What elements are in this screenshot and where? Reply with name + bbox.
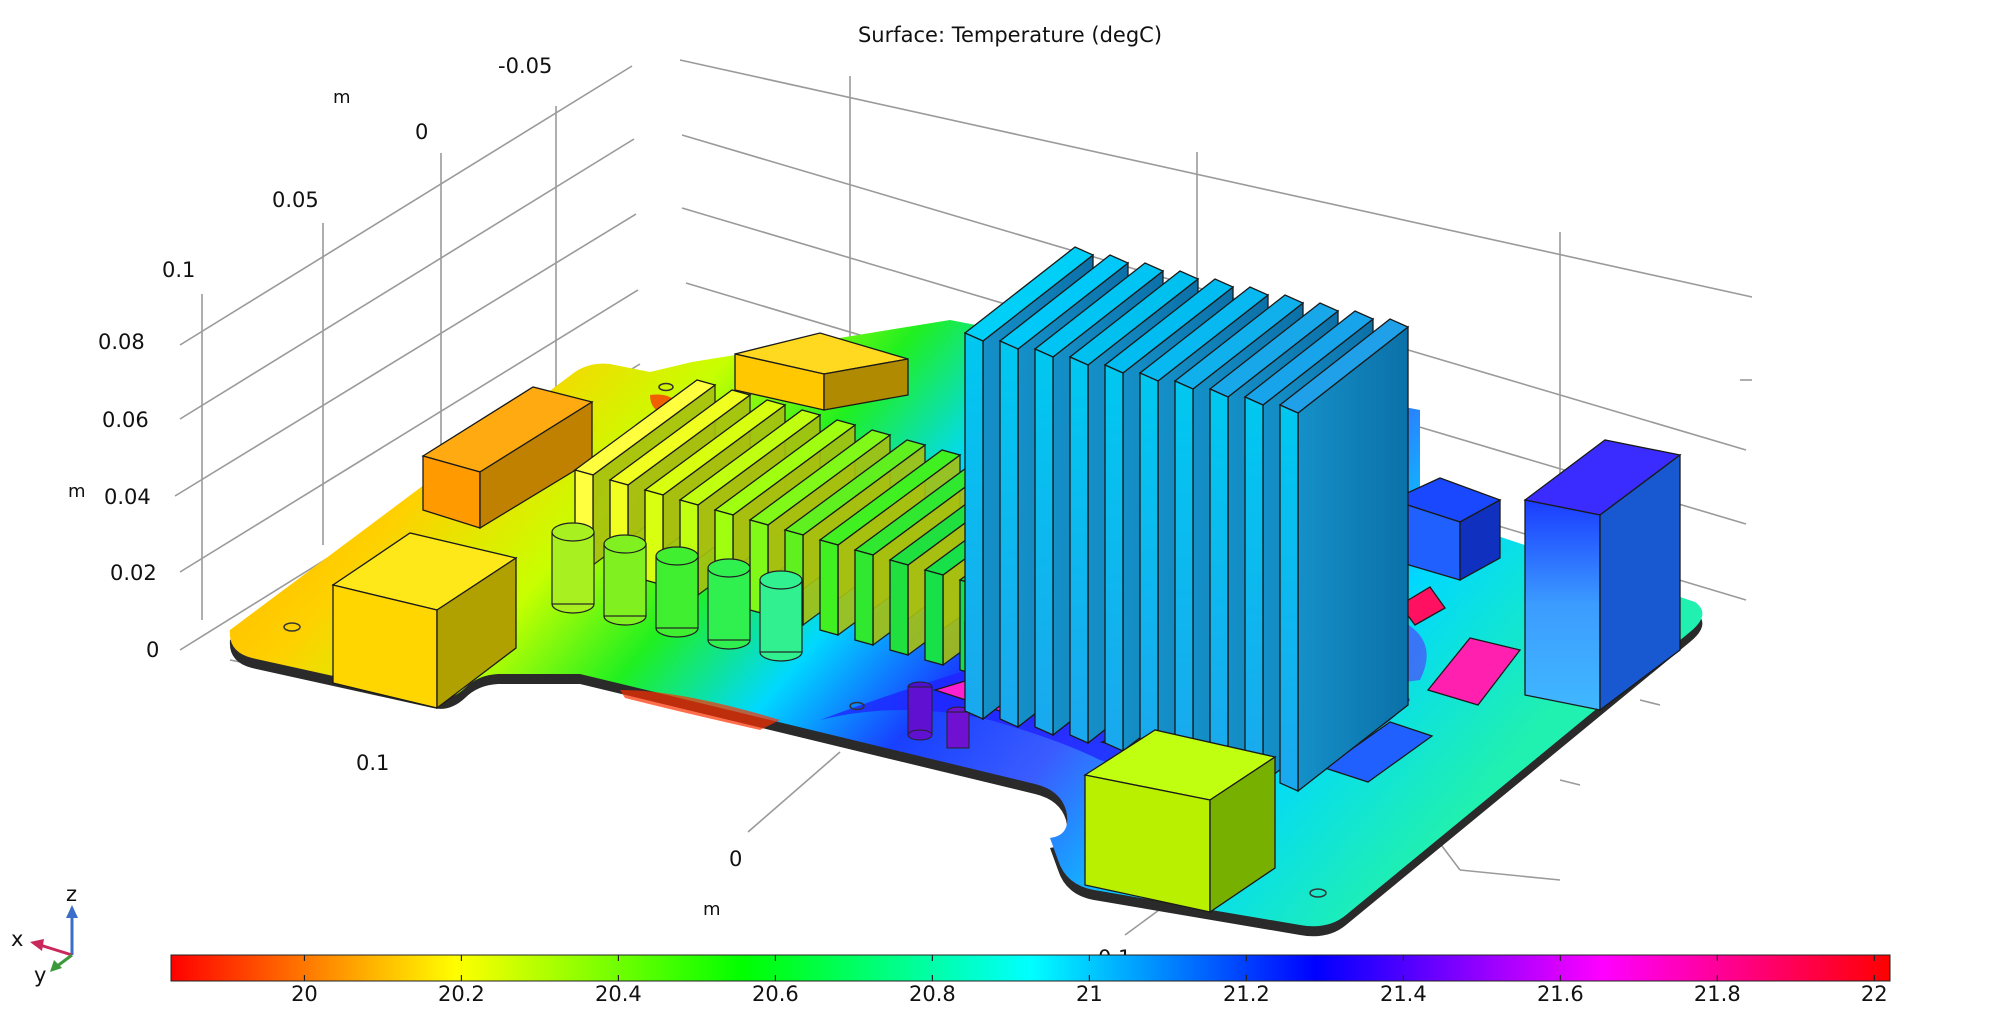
colorbar: 20 20.2 20.4 20.6 20.8 21 21.2 21.4 21.6 21.8 22: [170, 954, 1891, 1006]
colorbar-tick-label: 20: [291, 982, 318, 1006]
colorbar-tick-label: 20.2: [438, 982, 485, 1006]
orange-block: [421, 386, 594, 530]
capacitor: [655, 546, 699, 566]
triad-x-label: x: [11, 927, 23, 951]
z-tick: 0: [146, 638, 159, 662]
mounting-hole: [1309, 888, 1327, 898]
colorbar-tick-label: 21.2: [1223, 982, 1270, 1006]
heat-sink-fin: [924, 569, 944, 666]
heat-sink-fin: [999, 339, 1019, 729]
tall-blue-block: [1523, 439, 1682, 712]
colorbar-tick-label: 21: [1076, 982, 1103, 1006]
heat-sink-fin: [964, 331, 984, 721]
z-axis-unit: m: [68, 481, 86, 502]
z-tick: 0.06: [102, 408, 149, 432]
colorbar-ticks: 20 20.2 20.4 20.6 20.8 21 21.2 21.4 21.6 21.8 22: [291, 955, 1888, 1006]
capacitor: [707, 567, 751, 641]
y-tick: 0: [415, 120, 428, 144]
colorbar-gradient: [170, 954, 1891, 982]
yellow-block-back: [734, 332, 909, 411]
capacitor: [759, 579, 803, 653]
z-tick: 0.04: [104, 485, 151, 509]
z-tick: 0.02: [110, 561, 157, 585]
triad-z-label: z: [66, 882, 77, 906]
mounting-hole: [658, 382, 674, 392]
colorbar-tick-label: 22: [1861, 982, 1888, 1006]
capacitor: [603, 543, 647, 617]
x-tick: 0.1: [356, 751, 389, 775]
mounting-hole: [849, 701, 865, 711]
colorbar-tick-label: 20.8: [909, 982, 956, 1006]
heat-sink-fin: [1069, 355, 1089, 745]
yellow-block: [331, 532, 518, 710]
mounting-hole: [283, 622, 301, 632]
capacitor: [603, 534, 647, 554]
x-axis-unit: m: [703, 899, 721, 920]
heat-sink-fin: [1034, 347, 1054, 737]
y-axis-unit: m: [333, 87, 351, 108]
heat-sink-fin: [1174, 379, 1194, 769]
capacitor: [551, 531, 595, 605]
large-heat-sink: [963, 246, 1410, 793]
capacitor: [707, 558, 751, 578]
capacitor: [655, 555, 699, 629]
y-tick: 0.1: [162, 258, 195, 282]
axis-triad: z x y: [11, 882, 78, 987]
colorbar-tick-label: 21.4: [1380, 982, 1427, 1006]
heat-sink-fin: [1104, 363, 1124, 753]
blue-block: [1390, 477, 1502, 582]
heat-sink-fin: [819, 539, 839, 636]
capacitor: [759, 570, 803, 590]
plot-title: Surface: Temperature (degC): [858, 23, 1162, 47]
heat-sink-fin: [1279, 403, 1299, 793]
heat-sink-fin: [1139, 371, 1159, 761]
heat-sink-fin: [889, 559, 909, 656]
y-tick: 0.05: [272, 188, 319, 212]
colorbar-tick-label: 21.8: [1694, 982, 1741, 1006]
heat-sink-fin: [1209, 387, 1229, 777]
colorbar-tick-label: 21.6: [1537, 982, 1584, 1006]
heat-sink-fin: [1244, 395, 1264, 785]
colorbar-tick-label: 20.4: [595, 982, 642, 1006]
triad-y-label: y: [34, 963, 46, 987]
x-tick: 0: [729, 847, 742, 871]
colorbar-tick-label: 20.6: [752, 982, 799, 1006]
y-tick: -0.05: [498, 54, 552, 78]
capacitors: [551, 522, 803, 662]
capacitor: [551, 522, 595, 542]
lime-block: [1083, 729, 1277, 914]
z-tick: 0.08: [98, 330, 145, 354]
heat-sink-fin: [854, 549, 874, 646]
